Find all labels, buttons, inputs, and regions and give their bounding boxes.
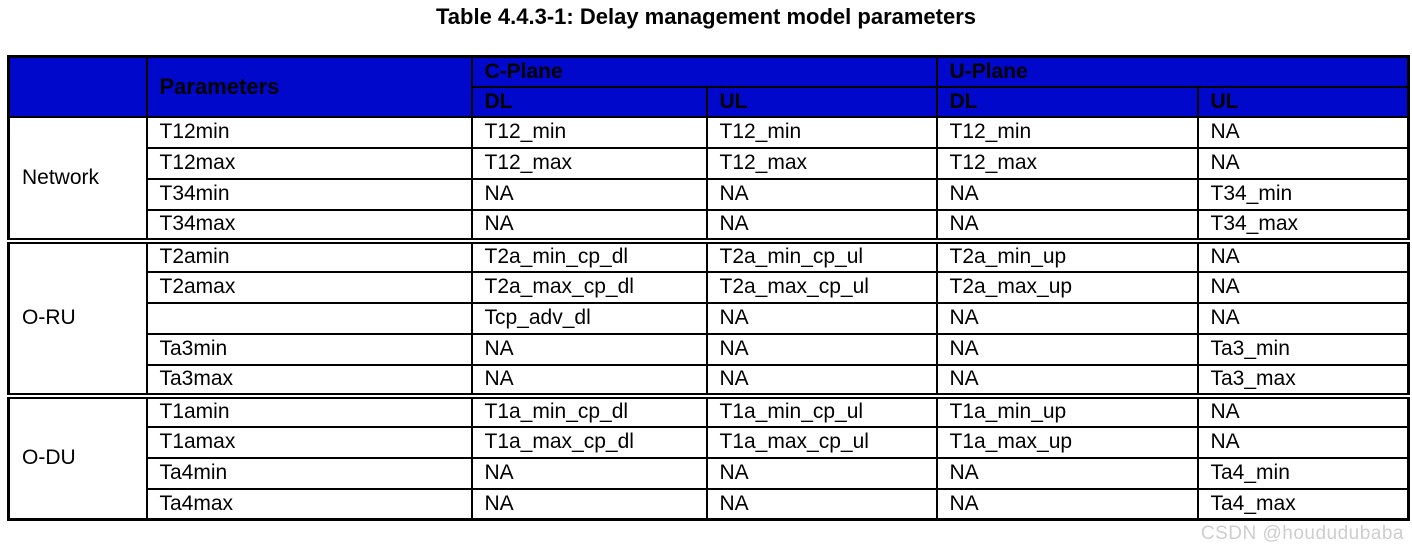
parameter-cell: Ta3min — [145, 332, 473, 366]
parameter-cell: Ta4max — [145, 487, 473, 521]
table-row: O-DU T1amin T1a_min_cp_dl T1a_min_cp_ul T1a_… — [7, 392, 1410, 521]
uplane-ul-header: UL — [1196, 85, 1410, 118]
value-cell: T2a_min_cp_dl — [470, 237, 708, 273]
table-row: T1amax T1a_max_cp_dl T1a_max_cp_ul T1a_max_… — [9, 425, 1410, 459]
value-cell: NA — [705, 363, 938, 397]
value-cell: NA — [470, 456, 708, 490]
value-cell: NA — [935, 332, 1199, 366]
table-row: Ta3min NA NA NA Ta3_min — [9, 332, 1410, 366]
table-row: Tcp_adv_dl NA NA NA — [9, 301, 1410, 335]
value-cell: T2a_max_cp_ul — [705, 270, 938, 304]
parameter-cell: T34max — [145, 208, 473, 242]
value-cell: NA — [935, 456, 1199, 490]
value-cell: NA — [1196, 270, 1410, 304]
parameter-cell: T1amax — [145, 425, 473, 459]
value-cell: T34_min — [1196, 177, 1410, 211]
table-row: Ta3max NA NA NA Ta3_max — [9, 363, 1410, 397]
delay-parameters-table: Parameters C-Plane U-Plane DL UL DL UL N… — [7, 55, 1410, 521]
value-cell: NA — [1196, 237, 1410, 273]
parameter-cell: T2amax — [145, 270, 473, 304]
value-cell: NA — [470, 363, 708, 397]
value-cell: NA — [705, 177, 938, 211]
cplane-header: C-Plane — [470, 55, 938, 88]
table-row: T2amax T2a_max_cp_dl T2a_max_cp_ul T2a_max_… — [9, 270, 1410, 304]
parameter-cell: T34min — [145, 177, 473, 211]
value-cell: T12_max — [470, 146, 708, 180]
value-cell: NA — [935, 208, 1199, 242]
cplane-dl-header: DL — [470, 85, 708, 118]
table-row: O-RU T2amin T2a_min_cp_dl T2a_min_cp_ul T2a_… — [7, 237, 1410, 397]
group-cell-network: Network — [7, 115, 148, 242]
value-cell: NA — [1196, 392, 1410, 428]
value-cell: NA — [705, 456, 938, 490]
value-cell: T2a_max_up — [935, 270, 1199, 304]
corner-cell — [7, 55, 148, 118]
value-cell: T1a_min_cp_dl — [470, 392, 708, 428]
table-row: T34max NA NA NA T34_max — [9, 208, 1410, 242]
table-body: Network T12min T12_min T12_min T12_min NA T12m… — [7, 115, 1410, 521]
parameter-cell — [145, 301, 473, 335]
uplane-header: U-Plane — [935, 55, 1410, 88]
parameter-cell: T2amin — [145, 237, 473, 273]
value-cell: NA — [935, 177, 1199, 211]
table-row: T34min NA NA NA T34_min — [9, 177, 1410, 211]
value-cell: NA — [705, 301, 938, 335]
parameter-cell: Ta4min — [145, 456, 473, 490]
value-cell: NA — [935, 487, 1199, 521]
table-row: T12max T12_max T12_max T12_max NA — [9, 146, 1410, 180]
value-cell: NA — [470, 177, 708, 211]
parameter-cell: Ta3max — [145, 363, 473, 397]
table-title: Table 4.4.3-1: Delay management model pa… — [435, 4, 977, 29]
header-row-planes: Parameters C-Plane U-Plane — [7, 55, 1410, 118]
value-cell: Tcp_adv_dl — [470, 301, 708, 335]
value-cell: T12_max — [705, 146, 938, 180]
table-row: Network T12min T12_min T12_min T12_min NA — [7, 115, 1410, 242]
value-cell: Ta3_min — [1196, 332, 1410, 366]
value-cell: T2a_min_cp_ul — [705, 237, 938, 273]
csdn-watermark: CSDN @hoududubaba — [1200, 523, 1404, 544]
group-cell-o-ru: O-RU — [7, 237, 148, 397]
uplane-dl-header: DL — [935, 85, 1199, 118]
value-cell: NA — [935, 363, 1199, 397]
value-cell: NA — [1196, 301, 1410, 335]
parameter-cell: T12min — [145, 115, 473, 149]
value-cell: NA — [470, 332, 708, 366]
table-header: Parameters C-Plane U-Plane DL UL DL UL — [7, 55, 1410, 118]
value-cell: NA — [705, 208, 938, 242]
table-row: Ta4min NA NA NA Ta4_min — [9, 456, 1410, 490]
header-row-directions: DL UL DL UL — [9, 85, 1410, 118]
value-cell: Ta4_min — [1196, 456, 1410, 490]
value-cell: NA — [1196, 425, 1410, 459]
value-cell: T12_min — [705, 115, 938, 149]
value-cell: T1a_min_up — [935, 392, 1199, 428]
value-cell: T34_max — [1196, 208, 1410, 242]
value-cell: Ta4_max — [1196, 487, 1410, 521]
value-cell: T1a_max_cp_dl — [470, 425, 708, 459]
value-cell: T1a_max_cp_ul — [705, 425, 938, 459]
cplane-ul-header: UL — [705, 85, 938, 118]
value-cell: NA — [470, 208, 708, 242]
parameter-cell: T1amin — [145, 392, 473, 428]
value-cell: NA — [470, 487, 708, 521]
value-cell: T2a_max_cp_dl — [470, 270, 708, 304]
value-cell: T1a_min_cp_ul — [705, 392, 938, 428]
parameter-cell: T12max — [145, 146, 473, 180]
value-cell: Ta3_max — [1196, 363, 1410, 397]
value-cell: NA — [705, 487, 938, 521]
parameters-header: Parameters — [145, 55, 473, 118]
value-cell: T2a_min_up — [935, 237, 1199, 273]
value-cell: T1a_max_up — [935, 425, 1199, 459]
group-cell-o-du: O-DU — [7, 392, 148, 521]
value-cell: NA — [1196, 146, 1410, 180]
value-cell: T12_min — [935, 115, 1199, 149]
value-cell: NA — [705, 332, 938, 366]
table-row: Ta4max NA NA NA Ta4_max — [9, 487, 1410, 521]
value-cell: NA — [1196, 115, 1410, 149]
value-cell: T12_min — [470, 115, 708, 149]
value-cell: NA — [935, 301, 1199, 335]
value-cell: T12_max — [935, 146, 1199, 180]
